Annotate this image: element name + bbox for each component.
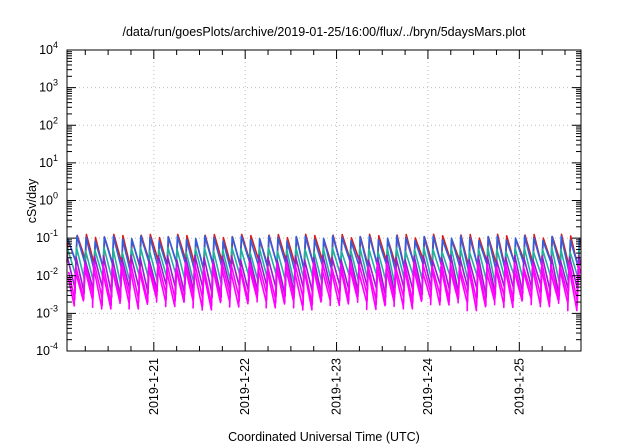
x-tick-label: 2019-1-25 — [512, 358, 526, 415]
x-tick-label: 2019-1-23 — [330, 358, 344, 415]
y-tick-label: 102 — [39, 115, 58, 132]
y-tick-label: 103 — [39, 78, 58, 95]
y-tick-label: 101 — [39, 153, 58, 170]
y-tick-label: 100 — [39, 191, 58, 208]
y-tick-label: 10-1 — [36, 228, 58, 245]
x-axis-label: Coordinated Universal Time (UTC) — [228, 430, 420, 444]
x-tick-label: 2019-1-21 — [147, 358, 161, 415]
x-tick-label: 2019-1-24 — [421, 358, 435, 415]
axes: 10-4 10-3 10-2 10-1 100 101 102 103 104 2019-1-21… — [36, 40, 581, 415]
y-tick-label: 10-2 — [36, 266, 58, 283]
y-tick-label: 10-3 — [36, 303, 58, 320]
plot-series — [66, 233, 582, 312]
y-tick-label: 10-4 — [36, 341, 58, 358]
y-axis-label: cSv/day — [25, 178, 39, 223]
chart-title: /data/run/goesPlots/archive/2019-01-25/1… — [122, 25, 526, 39]
series-line — [67, 266, 581, 312]
x-tick-label: 2019-1-22 — [238, 358, 252, 415]
y-tick-label: 104 — [39, 40, 58, 57]
